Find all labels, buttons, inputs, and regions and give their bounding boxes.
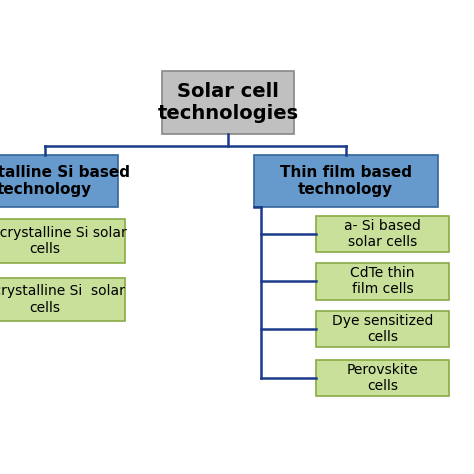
- Bar: [316, 360, 448, 396]
- Bar: [0, 278, 125, 321]
- Text: Thin film based
technology: Thin film based technology: [280, 165, 412, 197]
- Bar: [254, 155, 438, 207]
- Text: Dye sensitized
cells: Dye sensitized cells: [332, 314, 433, 344]
- Text: a- Si based
solar cells: a- Si based solar cells: [344, 219, 421, 249]
- Bar: [162, 72, 294, 134]
- Text: Polycrystalline Si  solar
cells: Polycrystalline Si solar cells: [0, 284, 125, 315]
- Text: Monocrystalline Si solar
cells: Monocrystalline Si solar cells: [0, 226, 127, 256]
- Text: CdTe thin
film cells: CdTe thin film cells: [350, 266, 415, 296]
- Bar: [316, 310, 448, 347]
- Text: Solar cell
technologies: Solar cell technologies: [158, 82, 299, 123]
- Bar: [0, 155, 118, 207]
- Text: Crystalline Si based
technology: Crystalline Si based technology: [0, 165, 129, 197]
- Text: Perovskite
cells: Perovskite cells: [346, 363, 419, 393]
- Bar: [316, 216, 448, 252]
- Bar: [316, 263, 448, 300]
- Bar: [0, 219, 125, 263]
